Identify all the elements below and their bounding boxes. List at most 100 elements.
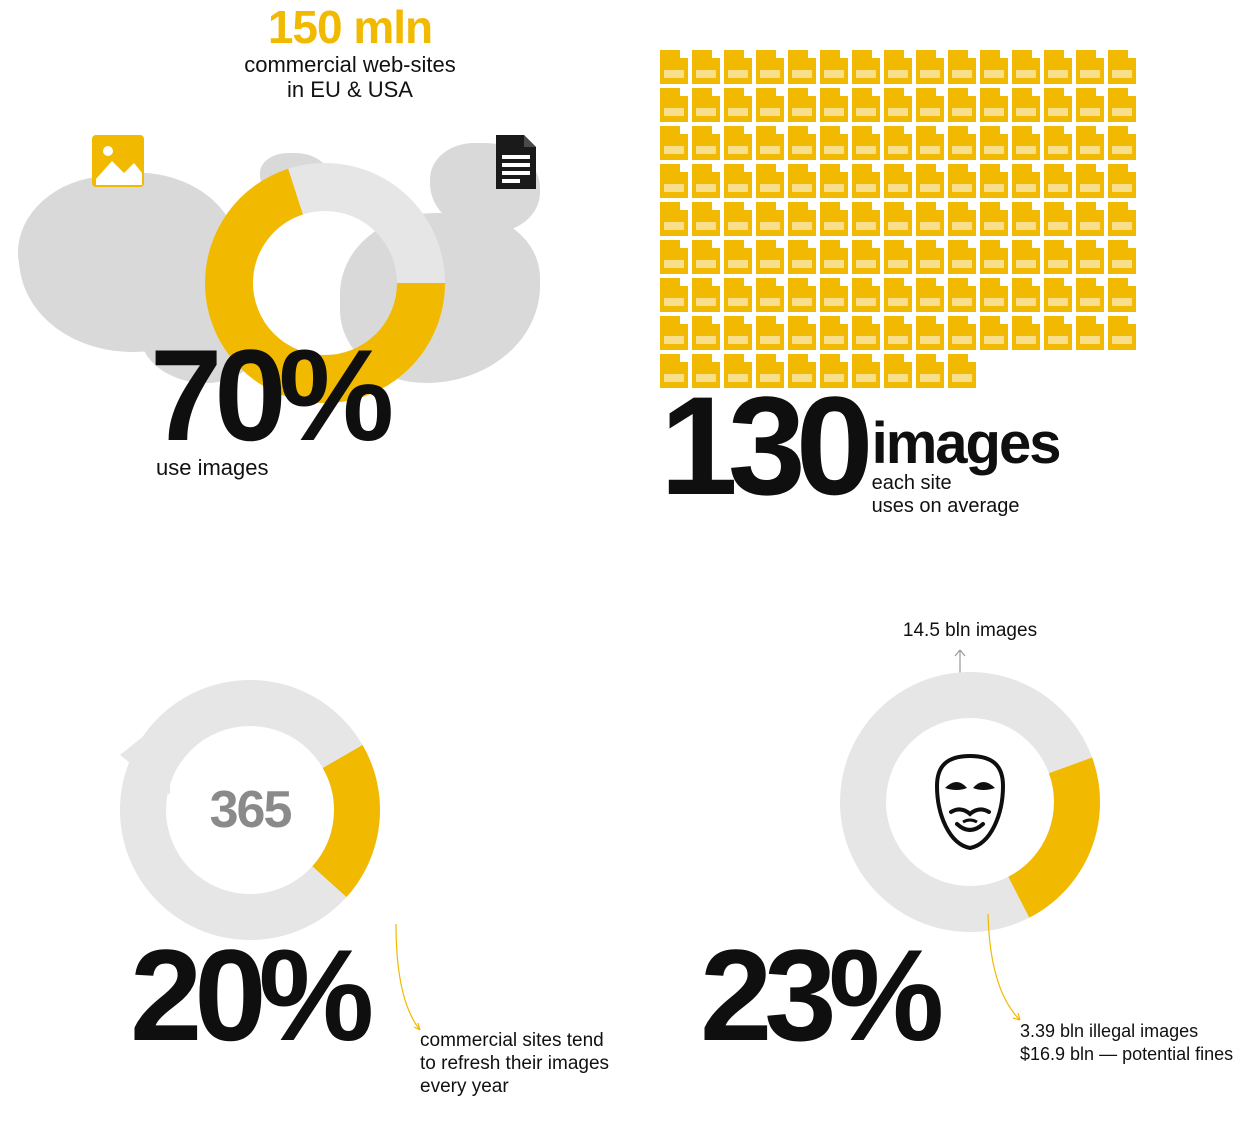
image-cell	[788, 126, 816, 160]
image-cell	[820, 50, 848, 84]
image-cell	[980, 88, 1008, 122]
image-cell	[884, 126, 912, 160]
image-cell	[820, 202, 848, 236]
image-cell	[660, 202, 688, 236]
image-cell	[1108, 240, 1136, 274]
donut-illegal	[820, 652, 1120, 952]
pointer-arrow-icon	[980, 910, 1030, 1030]
image-cell	[1012, 164, 1040, 198]
image-cell	[1044, 88, 1072, 122]
image-cell	[660, 240, 688, 274]
image-cell	[692, 88, 720, 122]
caption-refresh: commercial sites tend to refresh their i…	[420, 1030, 650, 1098]
image-cell	[724, 88, 752, 122]
image-cell	[1108, 316, 1136, 350]
image-cell	[724, 316, 752, 350]
image-cell	[916, 50, 944, 84]
image-cell	[1108, 164, 1136, 198]
image-cell	[724, 278, 752, 312]
image-cell	[884, 240, 912, 274]
image-cell	[660, 278, 688, 312]
pointer-arrow-icon	[390, 920, 430, 1040]
image-cell	[660, 126, 688, 160]
image-cell	[1012, 278, 1040, 312]
image-cell	[884, 278, 912, 312]
image-cell	[948, 202, 976, 236]
image-cell	[884, 316, 912, 350]
image-cell	[756, 240, 784, 274]
image-cell	[756, 316, 784, 350]
image-cell	[788, 316, 816, 350]
caption-illegal: 3.39 bln illegal images $16.9 bln — pote…	[1020, 1020, 1250, 1065]
panel-130-images: 130 images each site uses on average	[660, 50, 1220, 570]
image-cell	[1108, 278, 1136, 312]
image-cell	[1012, 316, 1040, 350]
stat-70pct: 70% use images	[150, 340, 386, 481]
image-cell	[916, 164, 944, 198]
image-cell	[724, 126, 752, 160]
image-cell	[1044, 164, 1072, 198]
image-cell	[916, 88, 944, 122]
image-cell	[660, 88, 688, 122]
headline-subtitle: commercial web-sites in EU & USA	[80, 52, 620, 103]
image-cell	[1076, 164, 1104, 198]
image-cell	[916, 316, 944, 350]
image-cell	[916, 126, 944, 160]
image-cell	[980, 50, 1008, 84]
image-cell	[1108, 50, 1136, 84]
image-cell	[756, 278, 784, 312]
image-cell	[1076, 240, 1104, 274]
image-cell	[1076, 126, 1104, 160]
image-cell	[852, 50, 880, 84]
image-cell	[852, 278, 880, 312]
image-cell	[692, 240, 720, 274]
image-cell	[692, 164, 720, 198]
image-cell	[1108, 126, 1136, 160]
image-cell	[788, 278, 816, 312]
image-cell	[820, 126, 848, 160]
image-cell	[980, 126, 1008, 160]
image-cell	[884, 50, 912, 84]
image-cell	[660, 316, 688, 350]
image-cell	[1044, 240, 1072, 274]
image-cell	[1012, 240, 1040, 274]
image-cell	[1108, 202, 1136, 236]
image-cell	[948, 50, 976, 84]
image-cell	[852, 126, 880, 160]
image-cell	[756, 164, 784, 198]
image-cell	[980, 164, 1008, 198]
stat-23pct: 23%	[700, 940, 936, 1051]
image-cell	[788, 202, 816, 236]
image-cell	[756, 50, 784, 84]
image-cell	[1012, 202, 1040, 236]
image-cell	[852, 202, 880, 236]
image-cell	[980, 202, 1008, 236]
image-cell	[884, 202, 912, 236]
image-cell	[820, 88, 848, 122]
image-cell	[788, 164, 816, 198]
stat-20pct: 20%	[130, 940, 366, 1051]
panel-refresh: 365 20% commercial sites tend to refresh…	[100, 660, 660, 1120]
donut-refresh: 365	[100, 660, 400, 960]
image-cell	[980, 278, 1008, 312]
image-cell	[724, 164, 752, 198]
image-cell	[692, 316, 720, 350]
image-cell	[948, 126, 976, 160]
image-cell	[852, 88, 880, 122]
image-cell	[692, 126, 720, 160]
image-cell	[1012, 126, 1040, 160]
image-icon	[90, 133, 146, 189]
image-cell	[1076, 88, 1104, 122]
image-cell	[660, 50, 688, 84]
image-cell	[1012, 88, 1040, 122]
image-cell	[916, 240, 944, 274]
image-cell	[948, 278, 976, 312]
image-cell	[820, 316, 848, 350]
headline-number: 150 mln	[80, 0, 620, 54]
anonymous-mask-icon	[820, 652, 1120, 952]
image-cell	[852, 316, 880, 350]
image-cell	[1044, 50, 1072, 84]
document-icon	[492, 133, 540, 191]
stat-130: 130 images each site uses on average	[660, 390, 1059, 518]
image-cell	[884, 88, 912, 122]
